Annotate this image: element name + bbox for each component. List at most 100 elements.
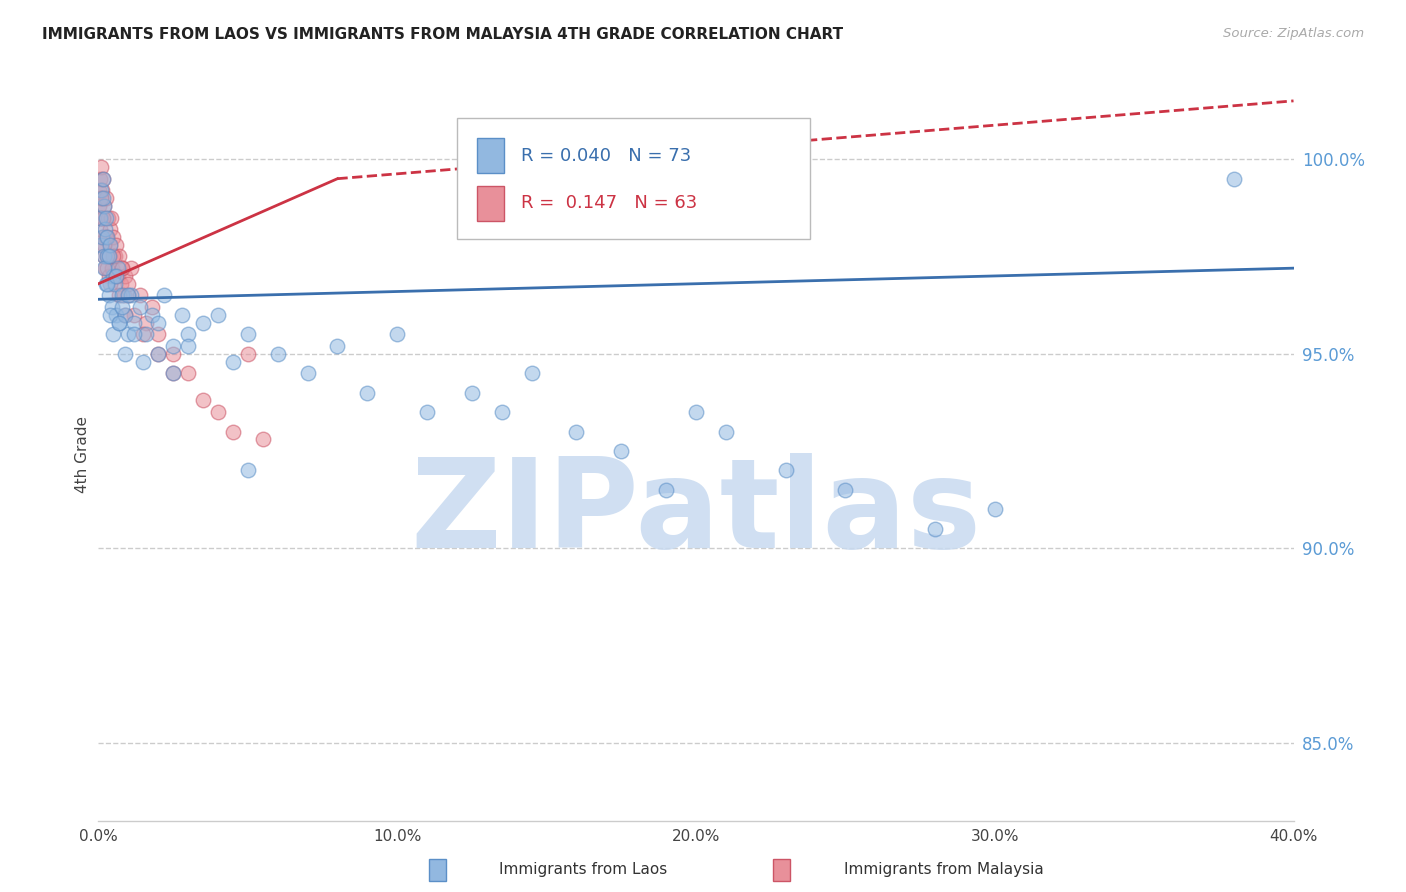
Immigrants from Malaysia xyxy=(90,237,112,252)
Immigrants from Malaysia xyxy=(100,237,122,252)
Immigrants from Laos xyxy=(297,366,319,380)
Immigrants from Malaysia xyxy=(101,261,124,276)
Immigrants from Laos xyxy=(100,237,122,252)
Immigrants from Malaysia xyxy=(111,261,134,276)
Immigrants from Laos xyxy=(141,308,163,322)
Immigrants from Malaysia xyxy=(90,211,112,225)
Immigrants from Laos xyxy=(111,288,134,302)
Immigrants from Malaysia xyxy=(96,230,118,244)
Immigrants from Laos xyxy=(105,308,128,322)
Immigrants from Malaysia xyxy=(222,425,245,439)
Immigrants from Laos xyxy=(172,308,194,322)
Immigrants from Malaysia xyxy=(107,268,129,283)
Immigrants from Malaysia xyxy=(162,366,184,380)
Immigrants from Laos xyxy=(103,327,125,342)
Immigrants from Laos xyxy=(132,354,155,368)
Immigrants from Malaysia xyxy=(132,327,155,342)
Immigrants from Laos xyxy=(94,222,117,236)
Immigrants from Malaysia xyxy=(120,261,142,276)
Immigrants from Laos xyxy=(97,288,120,302)
Text: Source: ZipAtlas.com: Source: ZipAtlas.com xyxy=(1223,27,1364,40)
Immigrants from Laos xyxy=(124,316,146,330)
Immigrants from Malaysia xyxy=(87,199,110,213)
Immigrants from Malaysia xyxy=(97,211,120,225)
Immigrants from Laos xyxy=(153,288,176,302)
Immigrants from Laos xyxy=(91,191,114,205)
Text: Immigrants from Malaysia: Immigrants from Malaysia xyxy=(844,863,1043,877)
Text: R =  0.147   N = 63: R = 0.147 N = 63 xyxy=(522,194,697,212)
Immigrants from Laos xyxy=(655,483,678,497)
Immigrants from Malaysia xyxy=(141,300,163,314)
Immigrants from Malaysia xyxy=(105,268,128,283)
Immigrants from Laos xyxy=(94,211,117,225)
Immigrants from Laos xyxy=(1222,171,1246,186)
Immigrants from Laos xyxy=(685,405,707,419)
Immigrants from Malaysia xyxy=(91,211,114,225)
Immigrants from Malaysia xyxy=(89,222,111,236)
Immigrants from Laos xyxy=(91,171,114,186)
Immigrants from Malaysia xyxy=(90,191,112,205)
Immigrants from Malaysia xyxy=(89,171,111,186)
Immigrants from Laos xyxy=(416,405,439,419)
Immigrants from Malaysia xyxy=(117,277,139,291)
Immigrants from Laos xyxy=(107,261,129,276)
Immigrants from Malaysia xyxy=(93,237,115,252)
Immigrants from Laos xyxy=(120,288,142,302)
Immigrants from Malaysia xyxy=(98,222,121,236)
Immigrants from Malaysia xyxy=(100,211,122,225)
Immigrants from Malaysia xyxy=(135,316,157,330)
Immigrants from Malaysia xyxy=(124,308,146,322)
Immigrants from Malaysia xyxy=(103,250,125,264)
Immigrants from Laos xyxy=(222,354,245,368)
Text: IMMIGRANTS FROM LAOS VS IMMIGRANTS FROM MALAYSIA 4TH GRADE CORRELATION CHART: IMMIGRANTS FROM LAOS VS IMMIGRANTS FROM … xyxy=(42,27,844,42)
Immigrants from Malaysia xyxy=(94,191,117,205)
Immigrants from Laos xyxy=(177,339,200,353)
Immigrants from Malaysia xyxy=(105,237,128,252)
Immigrants from Laos xyxy=(93,261,115,276)
Immigrants from Malaysia xyxy=(89,160,111,174)
Immigrants from Laos xyxy=(114,347,136,361)
Immigrants from Malaysia xyxy=(162,347,184,361)
Text: Immigrants from Laos: Immigrants from Laos xyxy=(499,863,668,877)
Immigrants from Malaysia xyxy=(252,433,274,447)
Immigrants from Laos xyxy=(775,463,797,477)
Immigrants from Malaysia xyxy=(117,288,139,302)
Immigrants from Laos xyxy=(148,316,170,330)
Immigrants from Laos xyxy=(834,483,856,497)
Text: ZIPatlas: ZIPatlas xyxy=(411,453,981,574)
Immigrants from Laos xyxy=(984,502,1007,516)
Immigrants from Malaysia xyxy=(148,327,170,342)
FancyBboxPatch shape xyxy=(457,119,810,239)
Immigrants from Malaysia xyxy=(191,393,214,408)
Immigrants from Laos xyxy=(100,308,122,322)
Immigrants from Malaysia xyxy=(96,261,118,276)
Immigrants from Laos xyxy=(162,366,184,380)
Immigrants from Malaysia xyxy=(103,230,125,244)
Immigrants from Malaysia xyxy=(110,277,132,291)
Immigrants from Malaysia xyxy=(100,277,122,291)
Immigrants from Laos xyxy=(96,230,118,244)
Immigrants from Malaysia xyxy=(94,261,117,276)
Immigrants from Laos xyxy=(101,300,124,314)
Immigrants from Laos xyxy=(610,444,633,458)
Immigrants from Malaysia xyxy=(93,250,115,264)
Immigrants from Laos xyxy=(104,277,127,291)
Immigrants from Malaysia xyxy=(236,347,259,361)
Immigrants from Laos xyxy=(90,237,112,252)
Immigrants from Laos xyxy=(124,327,146,342)
Immigrants from Malaysia xyxy=(108,288,131,302)
Immigrants from Malaysia xyxy=(96,250,118,264)
Immigrants from Laos xyxy=(103,268,125,283)
Bar xyxy=(477,186,503,221)
Immigrants from Malaysia xyxy=(177,366,200,380)
Immigrants from Malaysia xyxy=(97,268,120,283)
Immigrants from Laos xyxy=(385,327,409,342)
Immigrants from Laos xyxy=(191,316,214,330)
Immigrants from Laos xyxy=(129,300,152,314)
Immigrants from Laos xyxy=(162,339,184,353)
Immigrants from Laos xyxy=(236,327,259,342)
Immigrants from Malaysia xyxy=(207,405,229,419)
Y-axis label: 4th Grade: 4th Grade xyxy=(75,417,90,493)
Immigrants from Malaysia xyxy=(112,288,135,302)
Immigrants from Malaysia xyxy=(93,199,115,213)
